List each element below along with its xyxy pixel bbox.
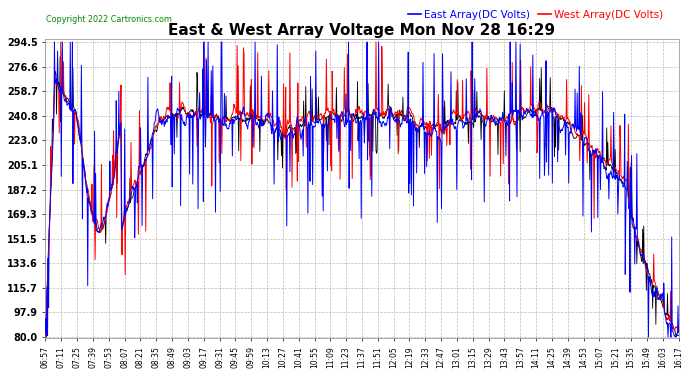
West Array(DC Volts)	[674, 328, 682, 333]
East Array(DC Volts)	[42, 335, 50, 339]
West Array(DC Volts)	[41, 334, 50, 338]
East Array(DC Volts)	[674, 330, 682, 335]
East Array(DC Volts)	[317, 122, 325, 126]
East Array(DC Volts)	[375, 120, 384, 125]
Text: Copyright 2022 Cartronics.com: Copyright 2022 Cartronics.com	[46, 15, 172, 24]
East Array(DC Volts)	[388, 113, 397, 117]
East Array(DC Volts)	[126, 197, 135, 201]
East Array(DC Volts)	[50, 40, 59, 44]
Line: West Array(DC Volts): West Array(DC Volts)	[46, 42, 678, 336]
West Array(DC Volts)	[375, 106, 383, 110]
East Array(DC Volts)	[149, 130, 157, 134]
East Array(DC Volts)	[256, 122, 264, 126]
West Array(DC Volts)	[126, 194, 134, 198]
West Array(DC Volts)	[388, 114, 396, 118]
West Array(DC Volts)	[255, 115, 264, 120]
West Array(DC Volts)	[57, 40, 65, 44]
West Array(DC Volts)	[148, 134, 157, 138]
West Array(DC Volts)	[317, 112, 325, 116]
Legend: East Array(DC Volts), West Array(DC Volts): East Array(DC Volts), West Array(DC Volt…	[404, 6, 667, 24]
East Array(DC Volts)	[41, 330, 50, 335]
Title: East & West Array Voltage Mon Nov 28 16:29: East & West Array Voltage Mon Nov 28 16:…	[168, 23, 555, 38]
Line: East Array(DC Volts): East Array(DC Volts)	[46, 42, 678, 337]
